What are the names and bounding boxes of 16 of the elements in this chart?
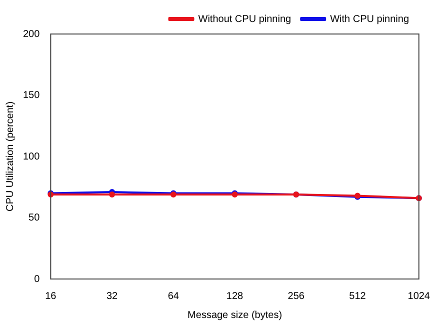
y-axis-title: CPU Utilization (percent) [4,101,16,212]
x-tick-label: 512 [349,290,366,302]
x-tick-label: 32 [106,290,118,302]
y-tick-label: 100 [22,151,40,162]
x-tick-label: 256 [288,290,305,302]
y-tick-label: 0 [34,274,40,285]
x-tick-label: 1024 [408,290,430,302]
legend-label: With CPU pinning [330,14,409,25]
y-tick-label: 50 [28,212,40,224]
x-axis-title: Message size (bytes) [188,310,282,321]
y-tick-label: 200 [22,28,40,40]
legend-label: Without CPU pinning [198,14,292,25]
x-tick-label: 64 [168,290,180,302]
x-tick-label: 16 [45,290,57,302]
x-tick-label: 128 [226,290,244,302]
y-tick-label: 150 [22,90,40,101]
